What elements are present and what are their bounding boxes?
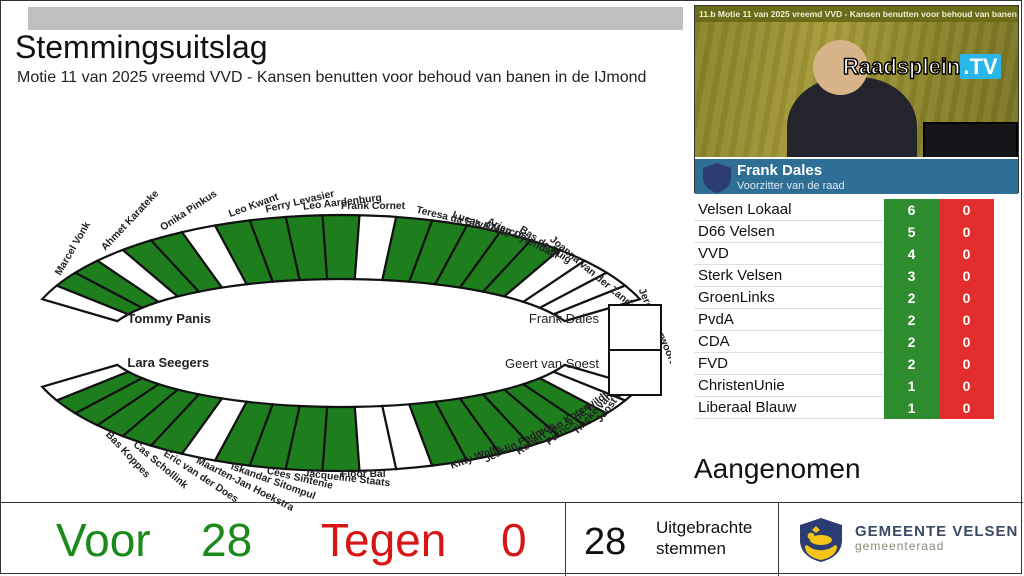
svg-text:Geert van Soest: Geert van Soest: [505, 356, 599, 371]
svg-text:Frank Dales: Frank Dales: [529, 311, 600, 326]
svg-text:Lara Seegers: Lara Seegers: [127, 355, 209, 370]
svg-text:Tommy Panis: Tommy Panis: [127, 311, 211, 326]
svg-text:Frank Cornet: Frank Cornet: [341, 201, 406, 212]
svg-text:Floor Bal: Floor Bal: [341, 469, 386, 480]
